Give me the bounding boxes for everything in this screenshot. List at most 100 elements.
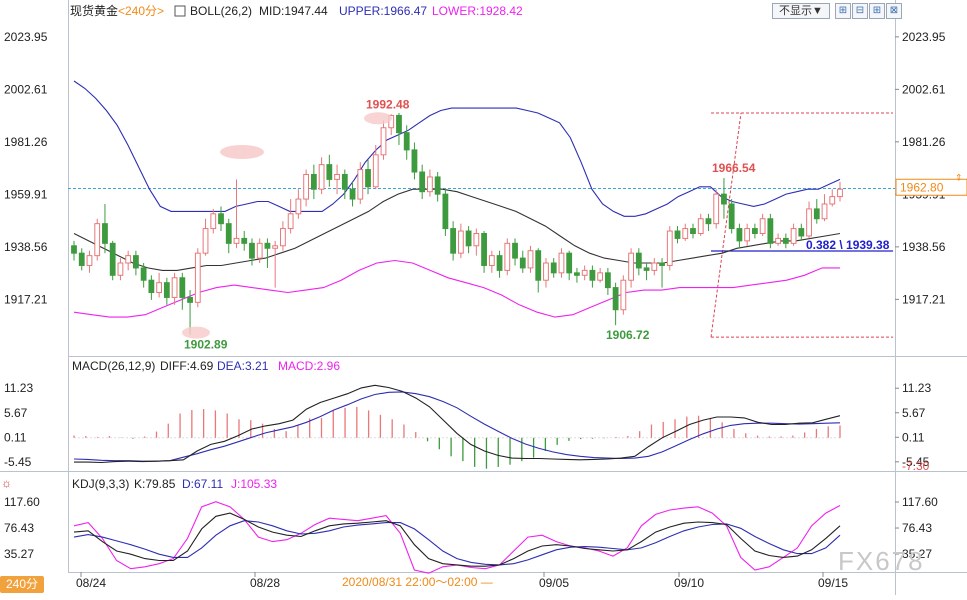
candle-up	[303, 173, 310, 200]
macd-axis-label: 11.23	[902, 381, 931, 395]
price-axis-label-left: 2023.95	[4, 30, 48, 44]
candle-down	[566, 252, 573, 274]
kdj-title[interactable]: KDJ(9,3,3)	[72, 477, 129, 491]
candle-up	[295, 198, 302, 215]
macd-dea-line	[73, 391, 841, 462]
price-axis-label: 2023.95	[902, 30, 946, 44]
candle-down	[249, 242, 255, 259]
price-axis-label: 1917.21	[902, 292, 946, 306]
candle-up	[651, 262, 658, 271]
macd-dea-value: DEA:3.21	[217, 359, 269, 373]
candle-down	[225, 223, 232, 244]
candle-down	[589, 269, 596, 281]
date-axis-label: 09/05	[539, 576, 569, 590]
value-axis: 2023.95 2002.61 1981.26 1959.91 1938.56 1917.…	[4, 30, 967, 561]
macd-diff-line	[74, 384, 841, 464]
zoom-in-icon[interactable]: ⊞	[835, 3, 851, 19]
candle-up	[287, 213, 294, 230]
macd-axis-label-left: -5.45	[4, 455, 32, 469]
candle-down	[813, 208, 820, 220]
candle-down	[450, 228, 457, 254]
candle-down	[782, 237, 789, 244]
candle-down	[519, 257, 526, 269]
kdj-panel[interactable]	[73, 501, 841, 574]
candle-up	[171, 277, 178, 298]
candle-down	[411, 149, 418, 173]
candle-up	[713, 193, 720, 225]
candle-up	[117, 262, 124, 276]
macd-axis-label-left: 11.23	[4, 381, 33, 395]
candle-up	[457, 230, 464, 254]
candle-down	[179, 277, 186, 298]
candle-down	[612, 287, 619, 311]
kdj-axis-label-left: 76.43	[4, 521, 34, 535]
candle-down	[481, 232, 487, 266]
last-price-arrow-icon: ⇕	[955, 172, 963, 182]
kdj-k-value: K:79.85	[134, 477, 176, 491]
candle-up	[806, 208, 812, 237]
candle-down	[798, 228, 805, 237]
candle-down	[728, 203, 735, 230]
settings-gear-icon[interactable]: ☼	[1, 476, 12, 490]
candle-down	[140, 267, 147, 281]
annotation-label: 1992.48	[366, 97, 410, 111]
price-axis-label-left: 1917.21	[4, 292, 48, 306]
candle-down	[434, 176, 441, 195]
candle-down	[102, 223, 108, 244]
macd-title[interactable]: MACD(26,12,9)	[72, 359, 155, 373]
zoom-out-icon[interactable]: ⊟	[852, 3, 868, 19]
close-panel-icon[interactable]: ⊠	[886, 3, 902, 19]
price-panel[interactable]: 0.382 \ 1939.38 1992.48 1902.89 1906.72 1966…	[68, 80, 895, 352]
candle-down	[736, 228, 743, 242]
candle-up	[86, 255, 93, 266]
hide-dropdown[interactable]: 不显示▼	[772, 3, 830, 19]
timeframe-label[interactable]: <240分>	[118, 4, 164, 18]
candle-up	[125, 255, 132, 264]
candle-down	[535, 250, 542, 281]
candle-up	[380, 127, 387, 156]
candle-down	[705, 218, 712, 225]
price-axis-label: 1938.56	[902, 240, 946, 254]
candle-down	[78, 252, 85, 266]
kdj-axis-label: 117.60	[902, 495, 938, 509]
candle-up	[666, 230, 673, 266]
last-price-label: 1962.80	[900, 180, 944, 194]
date-axis-label: 08/24	[76, 576, 106, 590]
kdj-axis-label: 76.43	[902, 521, 932, 535]
boll-indicator-label[interactable]: BOLL(26,2)	[190, 4, 252, 18]
fib-level-label: 0.382 \ 1939.38	[806, 238, 890, 252]
candle-down	[341, 173, 348, 190]
candle-down	[465, 230, 472, 247]
candle-up	[473, 232, 480, 247]
candle-up	[829, 196, 836, 205]
candle-up	[504, 242, 511, 271]
candle-up	[597, 272, 604, 281]
candle-up	[775, 237, 781, 244]
candle-down	[218, 213, 224, 225]
candle-up	[372, 154, 379, 188]
kdj-axis-label-left: 117.60	[4, 495, 40, 509]
annotation-label: 1902.89	[184, 338, 228, 352]
annotation-label: 1966.54	[712, 161, 756, 175]
price-axis-label-left: 1938.56	[4, 240, 48, 254]
boll-upper-line	[73, 80, 841, 217]
kdj-j-line	[73, 501, 841, 574]
date-axis-label: 09/15	[818, 576, 848, 590]
candle-down	[349, 188, 356, 200]
candle-up	[94, 223, 101, 257]
candle-up	[272, 245, 279, 249]
timeframe-badge[interactable]: 240分	[0, 576, 44, 593]
price-axis-label-left: 1981.26	[4, 135, 48, 149]
price-axis-label: 1981.26	[902, 135, 946, 149]
candle-up	[194, 252, 201, 303]
macd-panel[interactable]	[73, 384, 841, 469]
candle-up	[527, 250, 534, 269]
boll-lower-line	[73, 259, 840, 318]
candle-down	[674, 230, 681, 239]
macd-axis-label: -5.45	[902, 455, 930, 469]
candle-down	[264, 242, 271, 249]
candle-up	[744, 228, 751, 242]
candle-up	[488, 255, 495, 266]
add-indicator-icon[interactable]: ⊞	[869, 3, 885, 19]
